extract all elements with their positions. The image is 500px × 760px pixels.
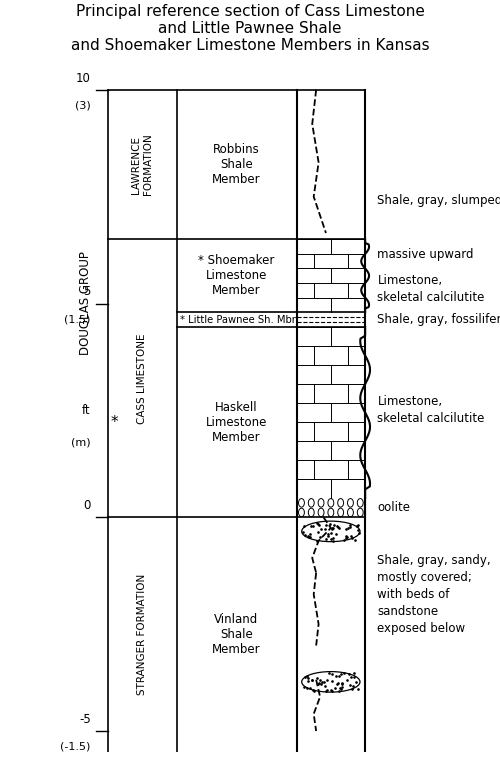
Text: DOUGLAS GROUP: DOUGLAS GROUP [80,252,92,356]
Text: *: * [110,415,118,429]
Text: 0: 0 [84,499,91,512]
Text: LAWRENCE
FORMATION: LAWRENCE FORMATION [132,134,153,195]
Text: oolite: oolite [378,502,410,515]
Text: Limestone,
skeletal calcilutite: Limestone, skeletal calcilutite [378,395,485,426]
Text: * Little Pawnee Sh. Mbr.: * Little Pawnee Sh. Mbr. [180,315,298,325]
Text: (m): (m) [71,438,91,448]
Text: CASS LIMESTONE: CASS LIMESTONE [137,333,147,423]
Text: 10: 10 [76,71,91,84]
Text: Shale, gray, fossiliferous: Shale, gray, fossiliferous [378,313,500,326]
Text: Shale, gray, slumped: Shale, gray, slumped [378,195,500,207]
Text: (3): (3) [75,100,91,110]
Text: -5: -5 [79,713,91,726]
Text: STRANGER FORMATION: STRANGER FORMATION [137,575,147,695]
Text: (-1.5): (-1.5) [60,742,91,752]
Text: 5: 5 [84,286,91,299]
Text: massive upward: massive upward [378,248,474,261]
Text: * Shoemaker
Limestone
Member: * Shoemaker Limestone Member [198,255,274,297]
Text: Shale, gray, sandy,
mostly covered;
with beds of
sandstone
exposed below: Shale, gray, sandy, mostly covered; with… [378,554,491,635]
Ellipse shape [302,521,360,542]
Text: (1.5): (1.5) [64,314,91,325]
Text: Robbins
Shale
Member: Robbins Shale Member [212,143,261,186]
Text: Haskell
Limestone
Member: Haskell Limestone Member [206,401,267,444]
Text: ft: ft [82,404,91,417]
Text: Limestone,
skeletal calcilutite: Limestone, skeletal calcilutite [378,274,485,303]
Title: Principal reference section of Cass Limestone
and Little Pawnee Shale
and Shoema: Principal reference section of Cass Lime… [70,4,430,53]
Text: Vinland
Shale
Member: Vinland Shale Member [212,613,261,657]
Ellipse shape [302,672,360,692]
